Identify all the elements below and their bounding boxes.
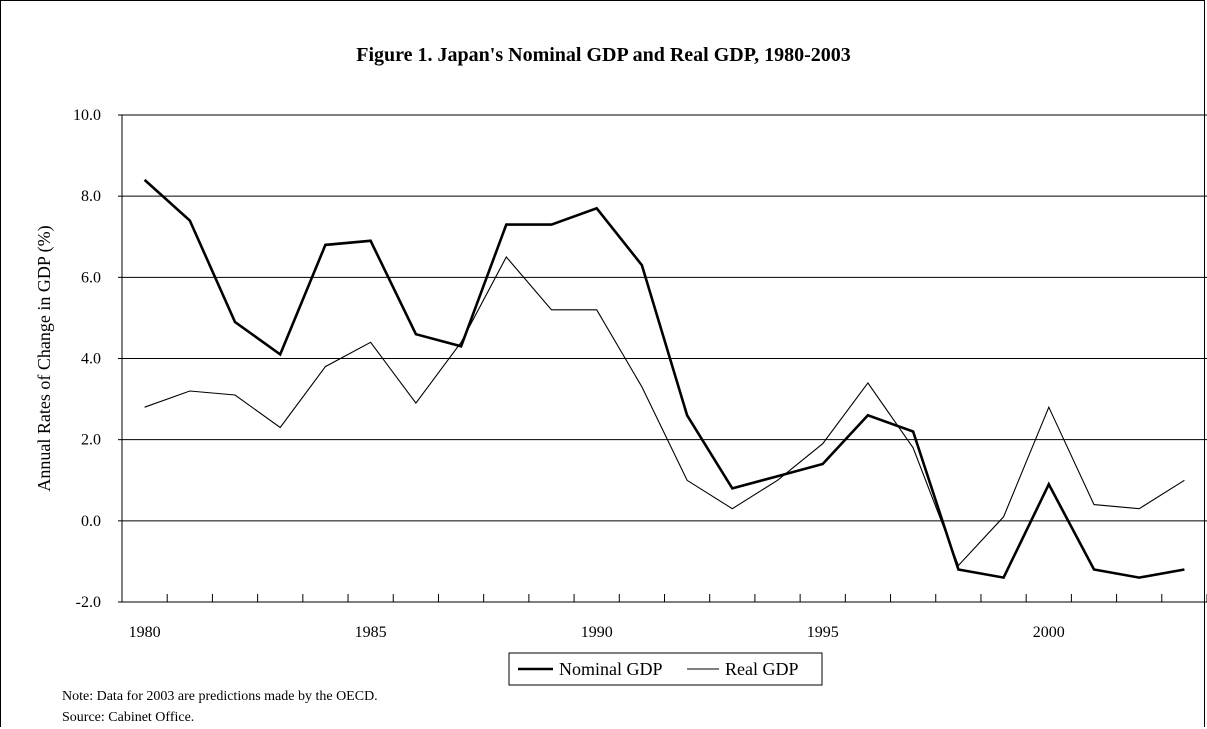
y-tick-label: 8.0 [81, 188, 101, 205]
legend: Nominal GDP Real GDP [508, 652, 823, 686]
series-line-nominal-gdp [143, 178, 1185, 580]
legend-label: Real GDP [725, 659, 799, 679]
y-tick-label: 0.0 [81, 513, 101, 530]
y-tick-label: 10.0 [73, 107, 101, 124]
x-tick-label: 2000 [1033, 624, 1065, 641]
x-tick-label: 1980 [129, 624, 161, 641]
legend-label: Nominal GDP [559, 659, 663, 679]
y-tick-label: 6.0 [81, 269, 101, 286]
grid-lines [122, 114, 1207, 441]
x-tick-label: 1985 [355, 624, 387, 641]
series-line-real-gdp [144, 256, 1185, 567]
series-lines [143, 178, 1185, 580]
data-note: Note: Data for 2003 are predictions made… [62, 689, 378, 704]
y-axis-title: Annual Rates of Change in GDP (%) [34, 225, 55, 491]
source-note: Source: Cabinet Office. [62, 710, 195, 725]
y-tick-label: 2.0 [81, 432, 101, 449]
x-tick-label: 1990 [581, 624, 613, 641]
axes: 10.0 8.0 6.0 4.0 2.0 0.0 -2.0 1980 1985 1990 1995 2… [34, 107, 1207, 641]
y-tick-label: -2.0 [76, 594, 101, 611]
chart-title: Figure 1. Japan's Nominal GDP and Real G… [356, 44, 851, 66]
legend-box [508, 652, 823, 686]
y-tick-label: 4.0 [81, 351, 101, 368]
x-tick-label: 1995 [807, 624, 839, 641]
